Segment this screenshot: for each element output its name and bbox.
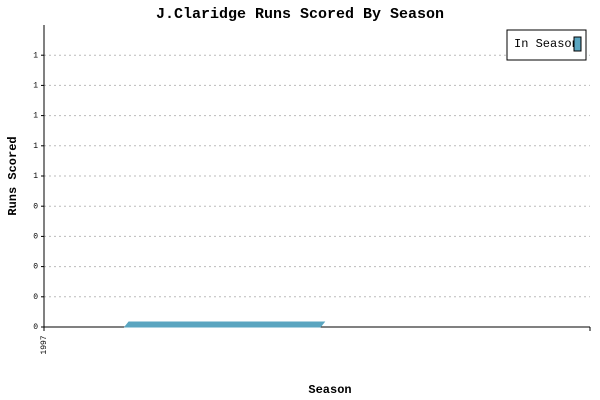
y-tick-label: 1 bbox=[33, 172, 38, 181]
y-tick-label: 0 bbox=[33, 202, 38, 211]
bar bbox=[123, 321, 326, 328]
chart-title: J.Claridge Runs Scored By Season bbox=[156, 6, 444, 23]
x-axis-label: Season bbox=[308, 383, 351, 397]
y-tick-label: 0 bbox=[33, 233, 38, 242]
y-tick-label: 1 bbox=[33, 51, 38, 60]
y-tick-label: 0 bbox=[33, 293, 38, 302]
legend-label: In Season bbox=[514, 37, 579, 51]
y-tick-label: 0 bbox=[33, 263, 38, 272]
legend-swatch bbox=[573, 36, 582, 52]
y-tick-label: 0 bbox=[33, 323, 38, 332]
y-tick-label: 1 bbox=[33, 142, 38, 151]
y-tick-label: 1 bbox=[33, 82, 38, 91]
y-tick-label: 1 bbox=[33, 112, 38, 121]
legend-box bbox=[506, 29, 587, 61]
x-tick-label: 1997 bbox=[40, 335, 49, 354]
y-axis-label: Runs Scored bbox=[6, 136, 20, 215]
